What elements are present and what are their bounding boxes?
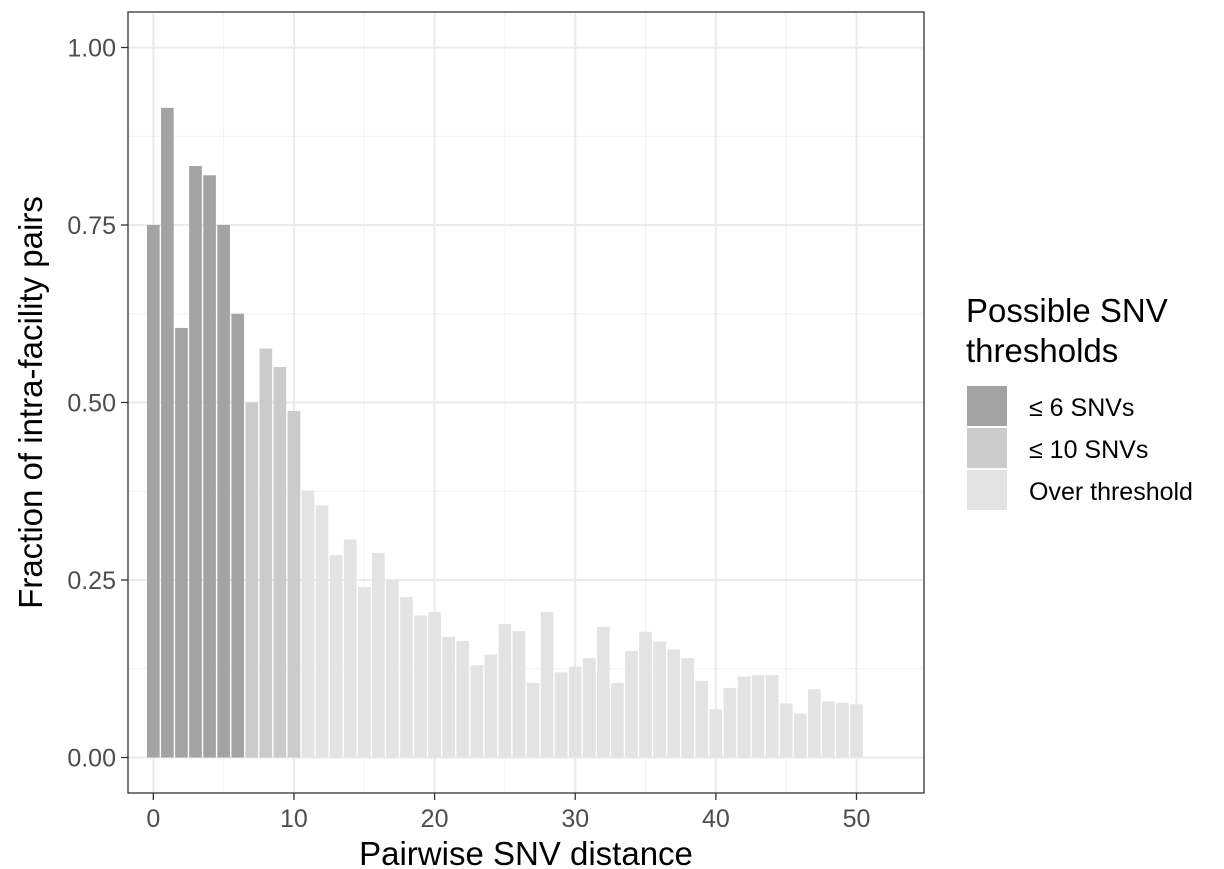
bar	[554, 672, 568, 758]
bar	[667, 649, 680, 758]
legend-title-line-2: thresholds	[966, 332, 1118, 369]
bar	[245, 402, 259, 758]
bar	[161, 107, 174, 758]
bar	[850, 704, 863, 758]
bar	[540, 611, 554, 758]
bar	[146, 225, 160, 758]
bar	[582, 658, 596, 758]
legend-key	[967, 428, 1007, 468]
bar	[357, 587, 371, 758]
legend-label: Over threshold	[1029, 478, 1193, 506]
bar	[372, 553, 385, 758]
legend-key	[967, 470, 1007, 510]
bar	[301, 490, 315, 758]
bar	[287, 411, 301, 758]
bar	[498, 624, 512, 758]
y-tick-label: 1.00	[67, 35, 116, 63]
x-tick-label: 10	[280, 805, 308, 833]
bar	[779, 703, 793, 758]
bar	[709, 709, 723, 758]
y-tick-label: 0.75	[67, 212, 116, 240]
bar	[765, 675, 779, 758]
bar	[737, 676, 751, 758]
x-tick-label: 20	[421, 805, 449, 833]
bar	[807, 689, 821, 758]
x-tick-label: 50	[843, 805, 871, 833]
bar	[189, 166, 202, 758]
bar	[568, 666, 582, 758]
bar	[793, 713, 807, 758]
y-tick-label: 0.00	[67, 745, 116, 773]
legend-label: ≤ 6 SNVs	[1029, 394, 1134, 422]
bar	[259, 348, 273, 758]
legend-title: Possible SNV thresholds	[966, 292, 1177, 369]
bar	[470, 665, 484, 758]
x-tick-label: 40	[702, 805, 730, 833]
y-axis: 0.00 0.25 0.50 0.75 1.00	[67, 35, 128, 773]
bar	[414, 615, 427, 758]
bar	[315, 505, 329, 758]
legend-title-line-1: Possible SNV	[966, 292, 1168, 329]
bar	[175, 327, 188, 758]
bar	[639, 631, 652, 758]
x-tick-label: 30	[561, 805, 589, 833]
bar	[217, 225, 230, 758]
x-axis-title: Pairwise SNV distance	[359, 835, 693, 869]
plot-panel	[127, 11, 925, 794]
bar	[681, 658, 695, 758]
bar	[822, 701, 835, 758]
bar	[428, 611, 441, 758]
bar	[400, 597, 413, 758]
bar	[343, 539, 357, 758]
bar	[484, 654, 498, 758]
x-tick-label: 0	[146, 805, 160, 833]
bar	[231, 313, 245, 758]
bar	[695, 680, 709, 758]
bar	[836, 702, 849, 758]
x-axis: 0 10 20 30 40 50	[146, 793, 870, 833]
bar	[611, 682, 624, 758]
bar	[456, 641, 470, 758]
bar	[625, 651, 638, 758]
bars	[146, 107, 863, 758]
legend-entries: ≤ 6 SNVs ≤ 10 SNVs Over threshold	[967, 386, 1193, 510]
bar	[329, 555, 343, 758]
y-axis-title: Fraction of intra-facility pairs	[12, 196, 49, 609]
bar	[273, 367, 287, 758]
bar	[442, 636, 455, 758]
bar	[526, 682, 540, 758]
bar	[386, 580, 399, 758]
legend-key	[967, 386, 1007, 426]
legend: Possible SNV thresholds ≤ 6 SNVs ≤ 10 SNV…	[966, 292, 1193, 510]
y-tick-label: 0.50	[67, 390, 116, 418]
bar	[512, 631, 526, 758]
bar	[723, 687, 737, 758]
legend-label: ≤ 10 SNVs	[1029, 436, 1148, 464]
bar	[653, 641, 666, 758]
bar	[597, 626, 610, 758]
bar	[751, 675, 765, 758]
y-tick-label: 0.25	[67, 567, 116, 595]
bar	[203, 175, 216, 758]
